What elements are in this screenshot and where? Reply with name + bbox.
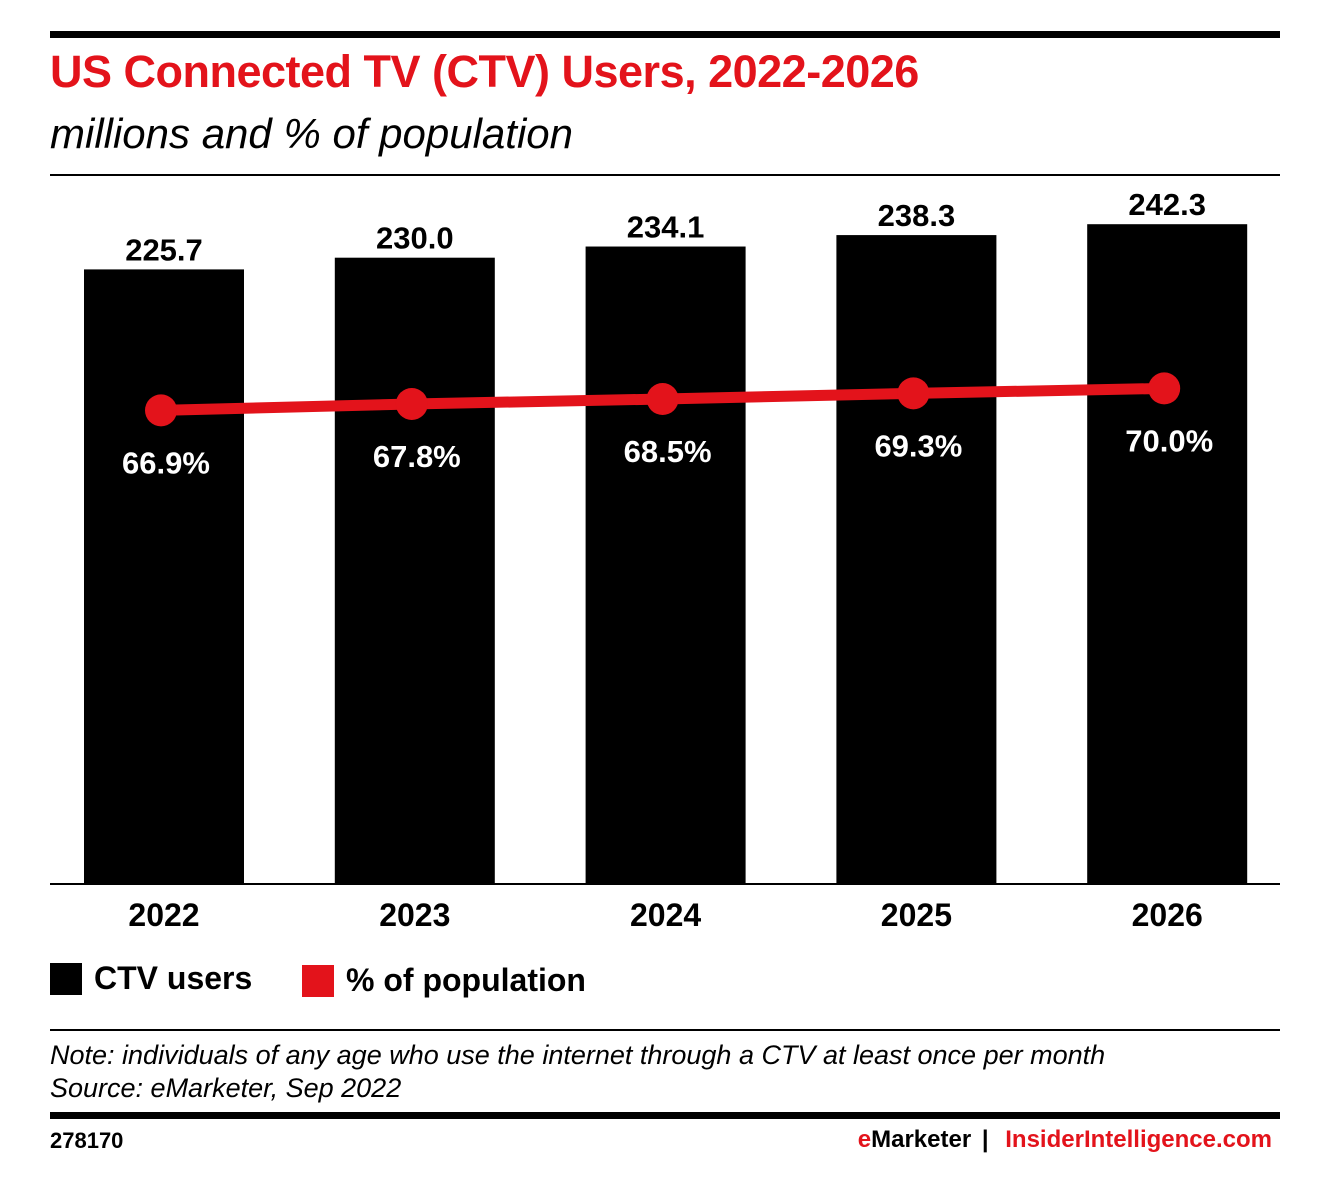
brand-separator: | — [981, 1126, 989, 1153]
brand-site: InsiderIntelligence.com — [1005, 1126, 1272, 1153]
legend-label: % of population — [346, 962, 586, 998]
legend-swatch-red — [302, 964, 334, 997]
legend-swatch-black — [50, 962, 82, 995]
percent-point-2024 — [646, 383, 679, 416]
percent-value-label: 67.8% — [373, 439, 461, 474]
plot-area: 225.7 2022 230.0 2023 234.1 2024 238.3 2025 242.… — [50, 187, 1280, 933]
percent-point-2025 — [897, 377, 930, 410]
bar-value-label: 234.1 — [627, 210, 705, 245]
percent-value-label: 69.3% — [874, 428, 962, 463]
x-tick-label: 2023 — [379, 897, 450, 933]
bar-2025 — [836, 235, 997, 885]
percent-value-label: 70.0% — [1125, 423, 1213, 458]
chart-note: Note: individuals of any age who use the… — [50, 1040, 1106, 1070]
note-divider — [50, 1029, 1280, 1031]
percent-value-label: 66.9% — [122, 445, 210, 480]
brand-footer: eMarketer | InsiderIntelligence.com — [858, 1126, 1272, 1154]
legend-item-percent-population: % of population — [302, 962, 586, 999]
percent-point-2022 — [145, 394, 177, 427]
bar-value-label: 225.7 — [125, 232, 203, 267]
brand-e: e — [857, 1126, 872, 1153]
bar-value-label: 230.0 — [376, 221, 454, 256]
bottom-rule — [50, 1112, 1280, 1119]
bar-value-label: 242.3 — [1128, 187, 1206, 222]
x-tick-label: 2022 — [128, 897, 199, 933]
bar-value-label: 238.3 — [878, 198, 956, 233]
top-rule — [50, 31, 1280, 38]
bar-2026 — [1087, 224, 1248, 884]
chart-source: Source: eMarketer, Sep 2022 — [50, 1073, 402, 1103]
brand-marketer: Marketer — [871, 1126, 972, 1153]
chart-title: US Connected TV (CTV) Users, 2022-2026 — [50, 46, 919, 97]
bar-2024 — [585, 246, 746, 884]
chart-subtitle: millions and % of population — [50, 110, 573, 157]
x-tick-label: 2024 — [630, 897, 701, 933]
chart-id: 278170 — [50, 1128, 124, 1153]
legend-label: CTV users — [94, 960, 253, 996]
x-tick-label: 2026 — [1132, 897, 1203, 933]
percent-point-2026 — [1148, 372, 1181, 405]
percent-value-label: 68.5% — [624, 434, 712, 469]
bar-2022 — [84, 269, 244, 884]
x-tick-label: 2025 — [881, 897, 952, 933]
title-divider — [50, 174, 1280, 176]
bar-2023 — [334, 257, 495, 884]
percent-point-2023 — [395, 387, 428, 420]
legend-item-ctv-users: CTV users — [50, 960, 252, 997]
